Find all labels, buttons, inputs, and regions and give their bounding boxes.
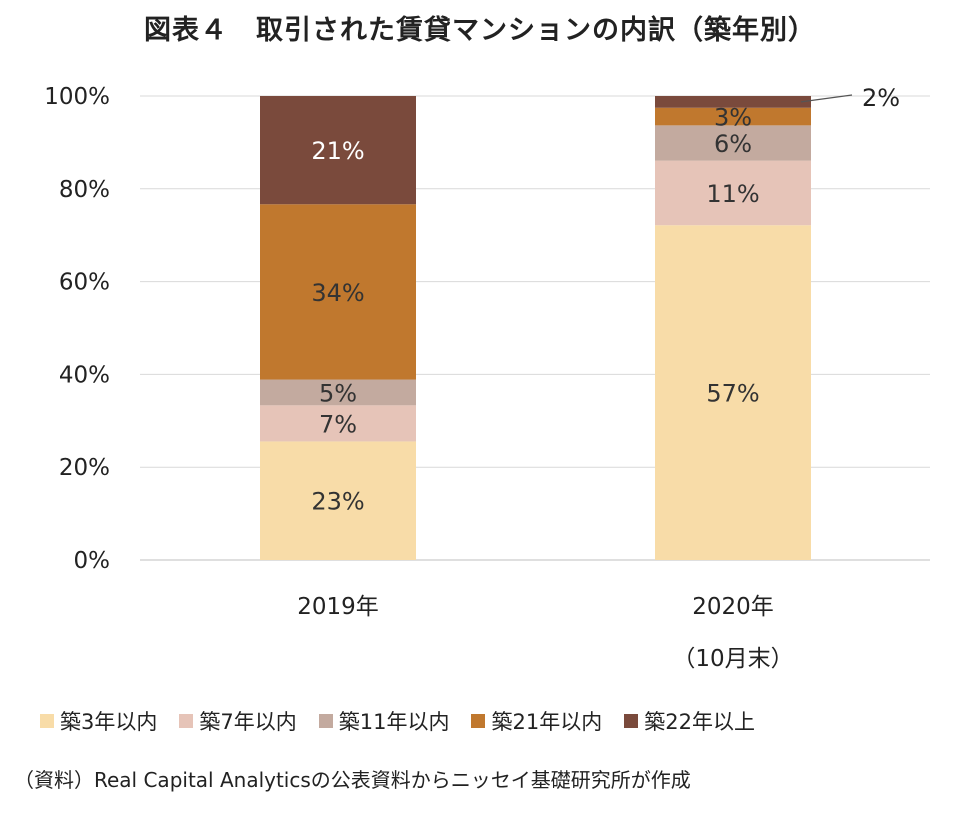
data-label: 3%	[714, 104, 752, 132]
legend-label: 築21年以内	[491, 710, 603, 734]
bar-segment	[260, 379, 416, 406]
data-label: 21%	[311, 137, 364, 165]
stacked-bar-chart: 0% 20% 40% 60% 80% 100% 23% 7% 5% 34% 21% 2019年 57% 1…	[44, 84, 930, 672]
bar-segment	[655, 225, 811, 560]
legend-item: 築21年以内	[471, 706, 602, 736]
callout-leader-line	[800, 94, 853, 103]
legend-swatch	[40, 714, 54, 728]
y-tick-label: 20%	[59, 455, 110, 481]
x-tick-label: 2019年	[297, 594, 379, 620]
bar-segment	[655, 96, 811, 108]
bar-segment	[655, 160, 811, 226]
x-tick-label: 2020年	[692, 594, 774, 620]
bar-segment	[260, 204, 416, 380]
y-tick-label: 0%	[74, 548, 111, 574]
data-label: 5%	[319, 379, 357, 407]
legend-swatch	[471, 714, 486, 728]
data-label: 23%	[311, 488, 364, 516]
legend-swatch	[624, 714, 639, 728]
legend-label: 築22年以上	[644, 710, 755, 734]
data-label: 7%	[319, 410, 357, 438]
x-tick-sublabel: （10月末）	[672, 646, 793, 672]
legend-label: 築3年以内	[60, 710, 158, 734]
legend-item: 築7年以内	[179, 706, 297, 736]
y-tick-label: 80%	[59, 177, 110, 203]
legend-swatch	[318, 714, 333, 728]
legend-item: 築22年以上	[624, 706, 755, 736]
data-label: 6%	[714, 130, 752, 158]
y-tick-label: 40%	[59, 362, 110, 388]
bar-segment	[260, 441, 416, 560]
chart-title: 図表４ 取引された賃貸マンションの内訳（築年別）	[144, 15, 816, 46]
y-tick-label: 100%	[44, 84, 110, 110]
legend: 築3年以内 築7年以内 築11年以内 築21年以内 築22年以上	[40, 704, 940, 738]
legend-label: 築11年以内	[338, 710, 450, 734]
callout-label: 2%	[862, 84, 900, 112]
legend-item: 築11年以内	[318, 706, 450, 736]
bar-segment	[655, 107, 811, 126]
legend-item: 築3年以内	[40, 706, 157, 736]
y-tick-label: 60%	[59, 270, 110, 296]
bar-segment	[655, 125, 811, 161]
legend-label: 築7年以内	[199, 710, 297, 734]
source-note: （資料）Real Capital Analyticsの公表資料からニッセイ基礎研…	[14, 768, 691, 792]
data-label: 34%	[311, 279, 364, 307]
legend-swatch	[179, 714, 194, 728]
data-label: 57%	[706, 380, 759, 408]
bar-segment	[260, 405, 416, 442]
data-label: 11%	[706, 180, 759, 208]
bar-segment	[260, 96, 416, 205]
